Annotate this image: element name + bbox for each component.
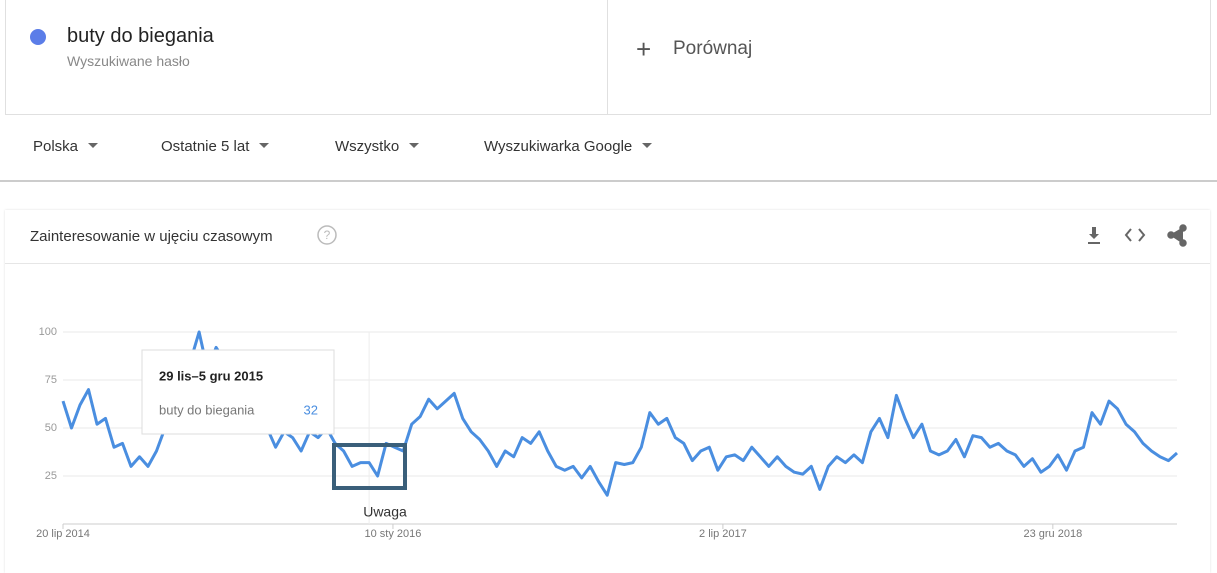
share-icon[interactable] — [1167, 224, 1187, 247]
help-mark: ? — [324, 228, 331, 242]
chart-title: Zainteresowanie w ujęciu czasowym — [30, 228, 273, 245]
tooltip — [141, 349, 335, 435]
filter[interactable]: Polska — [33, 138, 99, 155]
filter-label: Polska — [33, 138, 79, 155]
tooltip-series: buty do biegania — [159, 402, 255, 417]
help-icon[interactable] — [317, 225, 337, 245]
filter-label: Wszystko — [335, 138, 400, 155]
term-card[interactable] — [5, 0, 608, 115]
x-tick-label: 20 lip 2014 — [36, 528, 90, 540]
y-tick-label: 75 — [45, 374, 57, 386]
filter-label: Ostatnie 5 lat — [161, 138, 250, 155]
embed-icon[interactable] — [1124, 228, 1146, 242]
separator — [0, 180, 1217, 182]
annotation-label: Uwaga — [363, 504, 407, 520]
term-dot — [30, 29, 46, 45]
card-divider — [5, 263, 1210, 264]
filter[interactable]: Wyszukiwarka Google — [484, 138, 653, 155]
plus-icon: + — [636, 34, 652, 64]
filter[interactable]: Wszystko — [335, 138, 420, 155]
x-tick-label: 23 gru 2018 — [1023, 528, 1082, 540]
x-tick-label: 2 lip 2017 — [699, 528, 747, 540]
y-tick-label: 100 — [39, 326, 57, 338]
y-tick-label: 25 — [45, 470, 57, 482]
y-tick-label: 50 — [45, 422, 57, 434]
tooltip-date: 29 lis–5 gru 2015 — [159, 368, 263, 383]
compare-card[interactable] — [607, 0, 1211, 115]
term-name: buty do biegania — [67, 25, 214, 47]
download-icon[interactable] — [1088, 227, 1100, 244]
x-tick-label: 10 sty 2016 — [365, 528, 422, 540]
term-subtitle: Wyszukiwane hasło — [67, 53, 190, 69]
filter-label: Wyszukiwarka Google — [484, 138, 633, 155]
tooltip-value: 32 — [304, 402, 318, 417]
compare-label[interactable]: Porównaj — [673, 38, 753, 59]
filter[interactable]: Ostatnie 5 lat — [161, 138, 270, 155]
annotation-box — [332, 443, 407, 490]
